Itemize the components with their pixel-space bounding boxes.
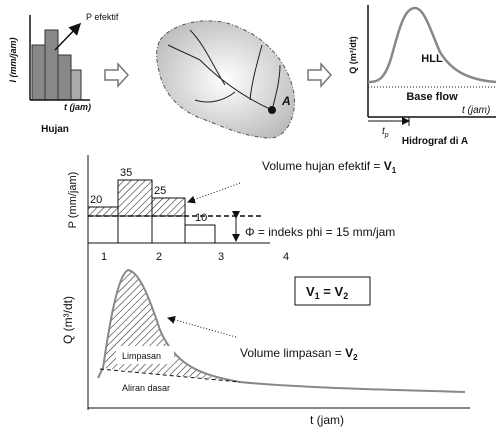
- x-tick-label: 4: [283, 251, 289, 263]
- axis-label: t (jam): [310, 413, 344, 427]
- axis-label: I (mm/jam): [8, 37, 18, 82]
- caption: Hidrograf di A: [402, 136, 468, 147]
- label: Aliran dasar: [122, 383, 170, 393]
- bar-label: 10: [195, 212, 207, 224]
- annotation: Volume limpasan = V2: [240, 346, 358, 362]
- bar-label: 25: [154, 185, 166, 197]
- bar-excess: [117, 179, 153, 217]
- arrow: [187, 182, 241, 204]
- bar-label: 35: [120, 167, 132, 179]
- axis-label: t (jam): [64, 102, 91, 112]
- x-tick-label: 2: [156, 251, 162, 263]
- hydrograph-sketch: [367, 5, 497, 126]
- x-tick-label: 3: [218, 251, 224, 263]
- arrow: [104, 62, 130, 88]
- label: Base flow: [406, 91, 458, 103]
- rain-sketch: [29, 15, 90, 101]
- axis-label: Q (m³/dt): [348, 36, 358, 74]
- hyetograph: 20 35 25 10 1 2 3 4: [87, 155, 289, 410]
- bar-label: 20: [90, 194, 102, 206]
- axis-label: P (mm/jam): [67, 172, 79, 229]
- label: Limpasan: [122, 351, 161, 361]
- equation: V1 = V2: [306, 284, 348, 301]
- axis-label: t (jam): [462, 105, 490, 116]
- bar: [184, 224, 216, 244]
- hydrograph: [88, 268, 470, 409]
- outlet-label: A: [281, 94, 291, 108]
- label: P efektif: [86, 12, 119, 22]
- bar-excess: [151, 197, 186, 217]
- x-tick-label: 1: [101, 251, 107, 263]
- caption: Hujan: [41, 124, 69, 135]
- axis-label: Q (m³/dt): [61, 296, 75, 344]
- annotation: Volume hujan efektif = V1: [262, 159, 397, 175]
- label: tp: [382, 126, 389, 139]
- bar-excess: [87, 206, 119, 217]
- label: HLL: [421, 53, 443, 65]
- catchment: [156, 20, 296, 139]
- arrow: [307, 62, 333, 88]
- phi-label: Φ = indeks phi = 15 mm/jam: [245, 225, 395, 239]
